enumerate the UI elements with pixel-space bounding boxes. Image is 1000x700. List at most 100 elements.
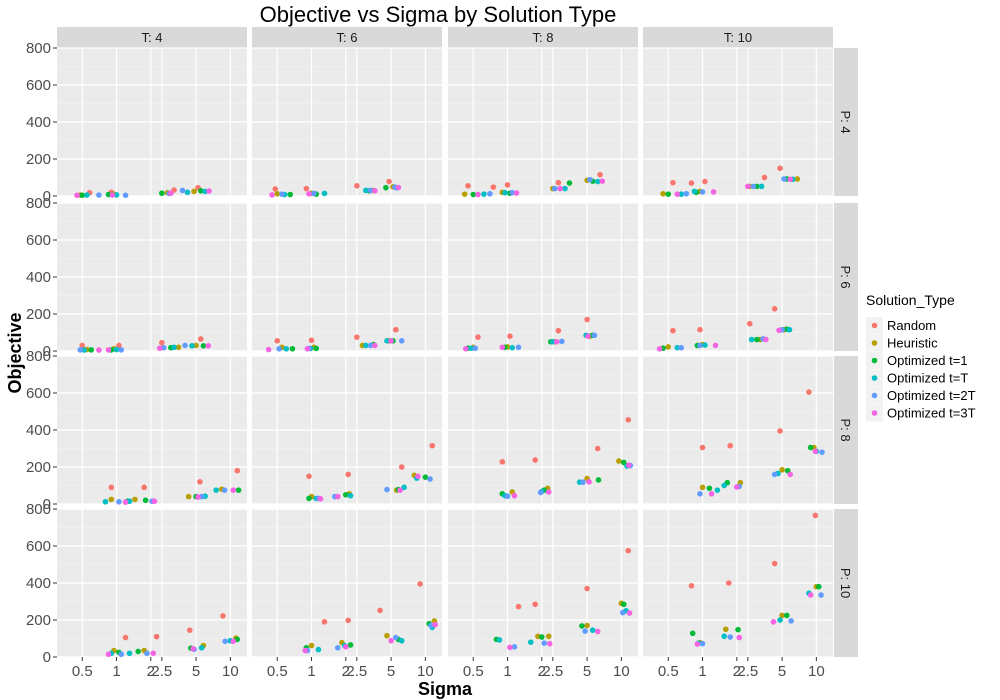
data-point [274,190,281,197]
data-point [116,342,122,349]
data-point [220,613,226,619]
data-point [546,640,553,647]
data-point [235,487,242,493]
data-point [551,185,558,192]
data-point [710,189,717,195]
data-point [733,484,740,490]
data-point [186,627,193,633]
data-point [625,462,632,468]
col-strip [448,27,638,48]
data-point [584,622,590,629]
data-point [276,345,282,352]
data-point [597,171,603,178]
data-point [688,180,695,186]
data-point [699,640,706,647]
data-point [190,645,196,652]
legend: Solution_Type Random Heuristic Optimized t… [866,292,976,422]
data-point [545,633,552,640]
data-point [363,187,369,194]
data-point [393,634,399,641]
data-point [144,650,150,657]
data-point [354,183,360,189]
data-point [777,617,783,623]
data-point [279,191,285,197]
data-point [499,459,506,465]
x-tick-label: 1 [307,663,315,680]
data-point [674,191,681,197]
data-point [395,184,402,191]
data-point [105,347,112,353]
data-point [708,491,715,497]
data-point [620,601,627,608]
data-point [345,617,352,624]
data-point [714,487,721,493]
data-point [750,183,757,190]
data-point [96,347,102,353]
data-point [504,182,511,188]
data-point [153,633,160,640]
data-point [591,332,598,339]
data-point [786,326,793,333]
data-point [422,474,429,480]
data-point [118,651,125,658]
x-tick-label: 2.5 [542,663,563,680]
data-point [189,343,195,349]
y-tick-label: 0 [43,649,51,666]
data-point [168,190,174,197]
data-point [812,448,819,455]
data-point [272,186,279,192]
data-point [702,178,708,185]
data-point [141,484,147,491]
data-point [470,191,477,198]
data-point [398,338,405,344]
data-point [465,183,471,189]
legend-entry-label: Heuristic [887,336,938,351]
data-point [712,342,719,349]
data-point [771,560,778,567]
data-point [807,444,814,451]
y-tick-label: 800 [26,348,51,365]
x-tick-label: 1 [698,663,706,680]
row-strip [834,356,858,504]
data-point [308,642,315,649]
data-point [221,487,228,493]
x-axis-title: Sigma [418,679,473,699]
chart-title: Objective vs Sigma by Solution Type [260,2,617,27]
data-point [595,477,602,483]
data-point [384,632,390,639]
data-point [313,345,320,352]
data-point [386,178,392,185]
data-point [274,338,281,344]
data-point [777,165,783,172]
data-point [191,188,197,195]
row-strip [834,509,858,657]
legend-key-point [871,357,878,364]
y-tick-label: 400 [26,575,51,592]
data-point [537,489,544,496]
y-tick-label: 600 [26,538,51,555]
data-point [367,342,374,349]
data-point [763,336,769,343]
data-point [511,644,518,650]
x-tick-label: 2.5 [151,663,172,680]
data-point [222,638,228,645]
data-point [815,583,822,590]
data-point [806,389,812,395]
data-point [311,190,317,197]
data-point [794,176,801,182]
data-point [347,642,354,648]
col-strip-label: T: 6 [337,30,358,45]
data-point [509,344,516,351]
data-point [150,650,157,657]
data-point [697,326,703,333]
data-point [415,473,421,480]
data-point [689,630,696,637]
data-point [784,612,790,619]
x-tick-label: 2 [538,663,546,680]
data-point [342,491,349,498]
legend-key-point [871,392,878,399]
data-point [198,336,204,342]
data-point [499,344,506,351]
x-tick-label: 10 [808,663,825,680]
data-point [562,185,568,192]
